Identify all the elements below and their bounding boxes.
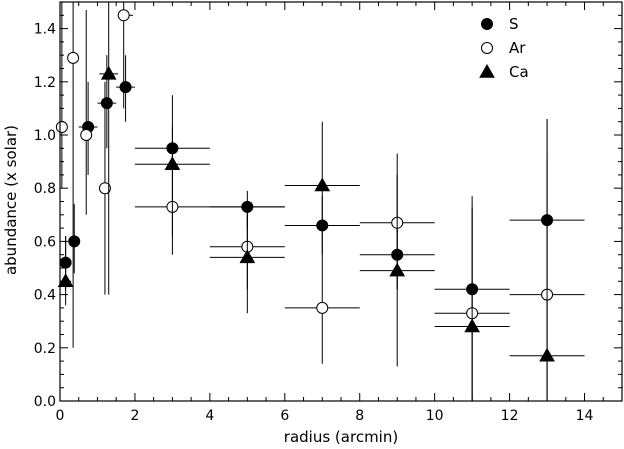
legend-label-ca: Ca bbox=[509, 63, 529, 81]
y-tick-label: 0.8 bbox=[34, 181, 56, 197]
y-tick-label: 0.6 bbox=[34, 234, 56, 250]
x-tick-label: 0 bbox=[56, 408, 65, 424]
x-tick-label: 4 bbox=[205, 408, 214, 424]
y-tick-label: 0.4 bbox=[34, 288, 56, 304]
legend-marker-s bbox=[482, 19, 493, 30]
x-tick-label: 2 bbox=[130, 408, 139, 424]
legend-label-ar: Ar bbox=[509, 39, 526, 57]
data-point-s bbox=[120, 82, 131, 93]
legend-marker-ar bbox=[482, 43, 493, 54]
data-point-ar bbox=[68, 52, 79, 63]
data-point-ar bbox=[56, 122, 67, 133]
x-tick-label: 6 bbox=[280, 408, 289, 424]
y-axis-title: abundance (x solar) bbox=[2, 125, 20, 275]
x-tick-label: 10 bbox=[426, 408, 444, 424]
data-point-s bbox=[69, 236, 80, 247]
x-axis-title: radius (arcmin) bbox=[284, 428, 398, 446]
x-tick-label: 12 bbox=[501, 408, 519, 424]
y-tick-label: 0.2 bbox=[34, 341, 56, 357]
y-tick-label: 1.2 bbox=[34, 75, 56, 91]
data-point-ar bbox=[317, 302, 328, 313]
x-tick-label: 8 bbox=[355, 408, 364, 424]
y-tick-label: 0.0 bbox=[34, 394, 56, 410]
data-point-ar bbox=[118, 10, 129, 21]
y-tick-label: 1.0 bbox=[34, 128, 56, 144]
data-point-ar bbox=[81, 130, 92, 141]
x-tick-label: 14 bbox=[576, 408, 594, 424]
y-tick-label: 1.4 bbox=[34, 22, 56, 38]
data-point-s bbox=[101, 98, 112, 109]
legend-label-s: S bbox=[509, 15, 519, 33]
